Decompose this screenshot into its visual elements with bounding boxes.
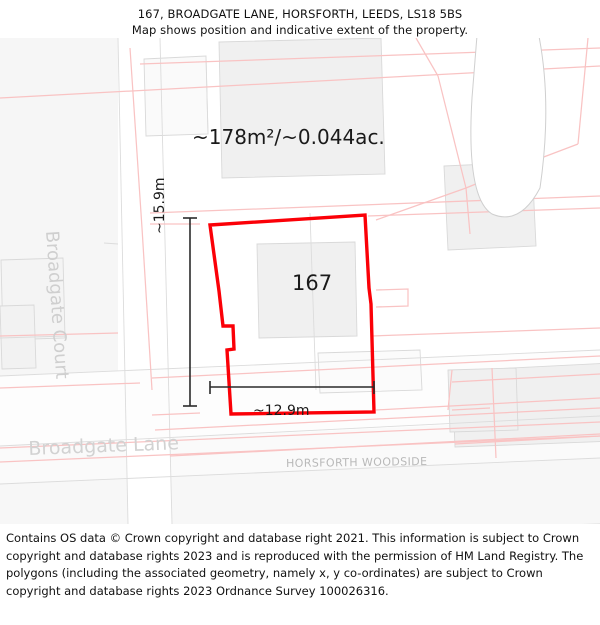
property-boundary-polygon[interactable] (208, 213, 376, 416)
map-canvas[interactable]: ~178m²/~0.044ac. 167 ~15.9m ~12.9m Broad… (0, 38, 600, 524)
cul-de-sac-road (470, 38, 547, 218)
plot-outlines (0, 38, 600, 524)
map-footer: Contains OS data © Crown copyright and d… (0, 530, 600, 600)
dimension-lines (183, 217, 375, 407)
subject-house-footprint (256, 241, 358, 339)
building-north-large (218, 38, 386, 179)
copyright-text: Contains OS data © Crown copyright and d… (6, 531, 584, 598)
page-subtitle: Map shows position and indicative extent… (131, 23, 469, 37)
building-west-b (0, 304, 37, 370)
page-title: 167, BROADGATE LANE, HORSFORTH, LEEDS, L… (137, 7, 463, 21)
map-vector-layer (0, 38, 600, 524)
building-east-row-b (447, 367, 519, 433)
building-footprints (0, 38, 600, 524)
building-north-small (143, 55, 209, 137)
map-header: 167, BROADGATE LANE, HORSFORTH, LEEDS, L… (0, 0, 600, 38)
